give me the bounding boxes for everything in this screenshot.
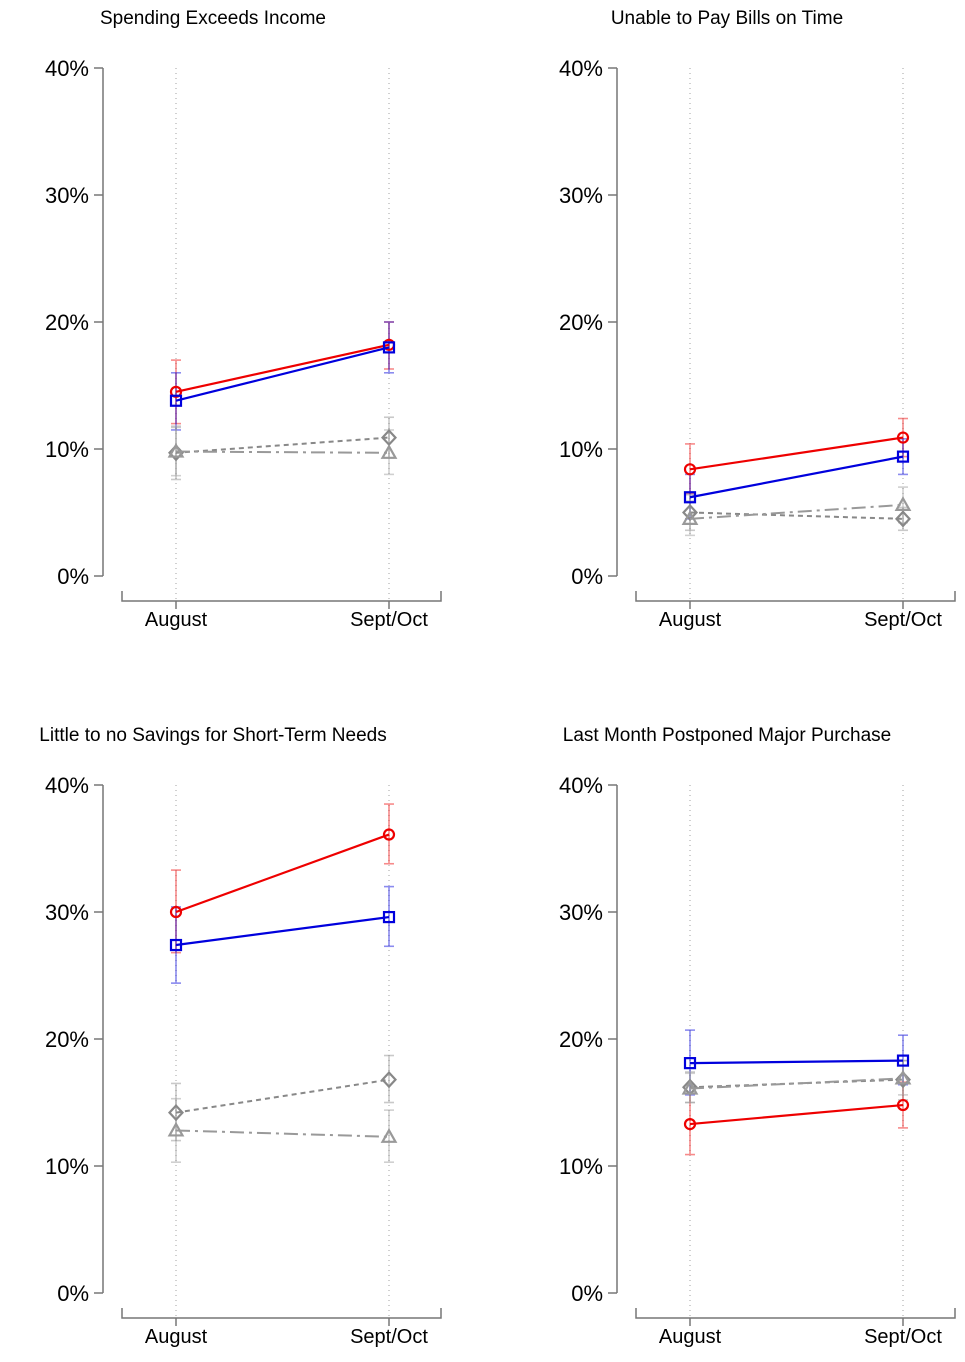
y-tick-label: 20%: [45, 310, 89, 335]
data-point-triangle: [894, 1069, 912, 1085]
data-point-square: [169, 938, 183, 952]
series-line: [175, 833, 390, 914]
y-tick-label: 40%: [559, 56, 603, 81]
x-tick-label: Sept/Oct: [350, 1326, 428, 1348]
error-bar: [171, 371, 181, 431]
x-axis-line: [121, 591, 442, 602]
x-tick-label: August: [659, 609, 722, 631]
data-point-diamond: [380, 1071, 398, 1089]
chart-title: Unable to Pay Bills on Time: [611, 8, 843, 29]
data-point-triangle: [380, 1128, 398, 1143]
data-point-triangle: [681, 510, 699, 525]
data-point-triangle: [681, 1079, 699, 1095]
x-axis-line: [635, 1308, 956, 1319]
series-line: [175, 915, 390, 947]
y-tick-label: 0%: [571, 1281, 603, 1306]
y-tick-label: 0%: [571, 564, 603, 589]
series-line: [689, 436, 904, 471]
error-bar: [384, 885, 394, 948]
series-line: [175, 436, 390, 454]
x-tick-label: Sept/Oct: [350, 609, 428, 631]
data-point-triangle: [167, 1121, 185, 1137]
data-point-circle: [683, 1117, 697, 1131]
y-tick-label: 10%: [45, 1154, 89, 1179]
data-point-triangle: [894, 496, 912, 511]
data-point-square: [896, 1054, 910, 1067]
error-bar: [171, 1097, 181, 1163]
error-bar: [171, 426, 181, 481]
data-point-square: [683, 1057, 697, 1070]
chart-panel: Little to no Savings for Short-Term Need…: [39, 725, 442, 1348]
series-line: [689, 503, 904, 520]
y-tick-label: 20%: [559, 310, 603, 335]
data-point-circle: [683, 463, 697, 476]
data-point-circle: [382, 828, 396, 841]
chart-title: Spending Exceeds Income: [100, 8, 326, 29]
y-tick-label: 40%: [45, 773, 89, 798]
data-point-square: [382, 341, 396, 354]
x-tick-label: Sept/Oct: [864, 1326, 942, 1348]
y-tick-label: 40%: [559, 773, 603, 798]
y-tick-label: 30%: [45, 183, 89, 208]
data-point-circle: [896, 1098, 910, 1112]
y-tick-label: 20%: [559, 1027, 603, 1052]
error-bar: [384, 803, 394, 865]
series-line: [689, 1103, 904, 1126]
x-axis-line: [635, 591, 956, 602]
x-tick-label: August: [145, 609, 208, 631]
series-line: [175, 450, 390, 454]
series-line: [175, 1078, 390, 1114]
y-tick-label: 30%: [559, 183, 603, 208]
data-point-circle: [169, 905, 183, 919]
data-point-circle: [169, 385, 183, 398]
chart-panel: Unable to Pay Bills on Time 0% 10% 20% 30% 40…: [559, 8, 956, 631]
x-tick-label: August: [145, 1326, 208, 1348]
data-point-triangle: [167, 442, 185, 458]
series-line: [689, 455, 904, 499]
y-tick-label: 10%: [559, 437, 603, 462]
x-tick-label: Sept/Oct: [864, 609, 942, 631]
data-point-triangle: [380, 444, 398, 459]
data-point-diamond: [681, 503, 699, 522]
series-line: [689, 1059, 904, 1065]
y-tick-label: 30%: [45, 900, 89, 925]
chart-title: Little to no Savings for Short-Term Need…: [39, 725, 386, 746]
series-line: [175, 1129, 390, 1138]
data-point-square: [896, 450, 910, 463]
y-tick-label: 30%: [559, 900, 603, 925]
error-bar: [384, 1109, 394, 1163]
chart-panel: Last Month Postponed Major Purchase 0% 10%…: [559, 725, 956, 1348]
series-line: [689, 1077, 904, 1090]
y-tick-label: 0%: [57, 564, 89, 589]
data-point-diamond: [894, 510, 912, 528]
error-bar: [898, 1034, 908, 1086]
x-tick-label: August: [659, 1326, 722, 1348]
data-point-square: [169, 394, 183, 407]
y-tick-label: 10%: [45, 437, 89, 462]
data-point-square: [382, 910, 396, 924]
y-tick-label: 10%: [559, 1154, 603, 1179]
data-point-square: [683, 491, 697, 504]
x-axis-line: [121, 1308, 442, 1319]
chart-title: Last Month Postponed Major Purchase: [563, 725, 891, 746]
data-point-circle: [896, 431, 910, 444]
y-tick-label: 40%: [45, 56, 89, 81]
series-line: [689, 511, 904, 520]
y-tick-label: 0%: [57, 1281, 89, 1306]
y-tick-label: 20%: [45, 1027, 89, 1052]
data-point-diamond: [167, 1104, 185, 1122]
series-line: [175, 343, 390, 393]
chart-panel: Spending Exceeds Income 0% 10% 20% 30% 40% Aug…: [45, 8, 442, 631]
series-line: [175, 346, 390, 402]
error-bar: [171, 425, 181, 477]
error-bar: [384, 1054, 394, 1104]
